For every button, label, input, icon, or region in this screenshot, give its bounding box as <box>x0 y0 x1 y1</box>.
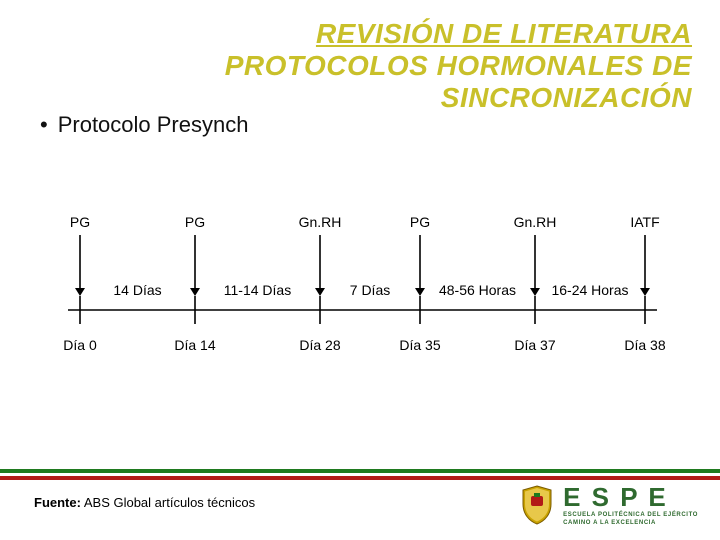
source-text: ABS Global artículos técnicos <box>81 495 255 510</box>
shield-icon <box>519 484 555 526</box>
footer-divider <box>0 469 720 480</box>
source-citation: Fuente: ABS Global artículos técnicos <box>34 495 255 510</box>
svg-text:Día 14: Día 14 <box>174 337 215 353</box>
espe-text: E S P E ESCUELA POLITÉCNICA DEL EJÉRCITO… <box>563 484 698 526</box>
timeline-diagram: PG Día 0 PG Día 14 Gn.RH Día 28 PG Día 35 Gn.RH D… <box>40 210 690 380</box>
footer-line-red <box>0 476 720 480</box>
svg-text:Día 35: Día 35 <box>399 337 440 353</box>
timeline-svg: PG Día 0 PG Día 14 Gn.RH Día 28 PG Día 35 Gn.RH D… <box>40 210 690 380</box>
title-line-1: REVISIÓN DE LITERATURA <box>225 18 692 50</box>
svg-text:PG: PG <box>70 214 90 230</box>
bullet-item: Protocolo Presynch <box>40 112 248 138</box>
title-line-3: SINCRONIZACIÓN <box>225 82 692 114</box>
svg-text:14 Días: 14 Días <box>113 282 161 298</box>
svg-text:PG: PG <box>410 214 430 230</box>
espe-logo: E S P E ESCUELA POLITÉCNICA DEL EJÉRCITO… <box>519 484 698 526</box>
source-label: Fuente: <box>34 495 81 510</box>
svg-text:11-14 Días: 11-14 Días <box>224 282 291 298</box>
svg-text:Gn.RH: Gn.RH <box>299 214 342 230</box>
espe-sub-2: CAMINO A LA EXCELENCIA <box>563 520 698 526</box>
espe-sub-1: ESCUELA POLITÉCNICA DEL EJÉRCITO <box>563 512 698 518</box>
svg-text:PG: PG <box>185 214 205 230</box>
svg-text:Gn.RH: Gn.RH <box>514 214 557 230</box>
title-block: REVISIÓN DE LITERATURA PROTOCOLOS HORMON… <box>225 18 692 114</box>
svg-text:Día 0: Día 0 <box>63 337 97 353</box>
svg-text:Día 38: Día 38 <box>624 337 665 353</box>
svg-text:48-56 Horas: 48-56 Horas <box>439 282 516 298</box>
svg-text:7 Días: 7 Días <box>350 282 390 298</box>
svg-text:Día 37: Día 37 <box>514 337 555 353</box>
svg-text:Día 28: Día 28 <box>299 337 340 353</box>
title-line-2: PROTOCOLOS HORMONALES DE <box>225 50 692 82</box>
svg-text:16-24 Horas: 16-24 Horas <box>551 282 628 298</box>
espe-main-text: E S P E <box>563 484 698 510</box>
slide: REVISIÓN DE LITERATURA PROTOCOLOS HORMON… <box>0 0 720 540</box>
svg-text:IATF: IATF <box>630 214 659 230</box>
